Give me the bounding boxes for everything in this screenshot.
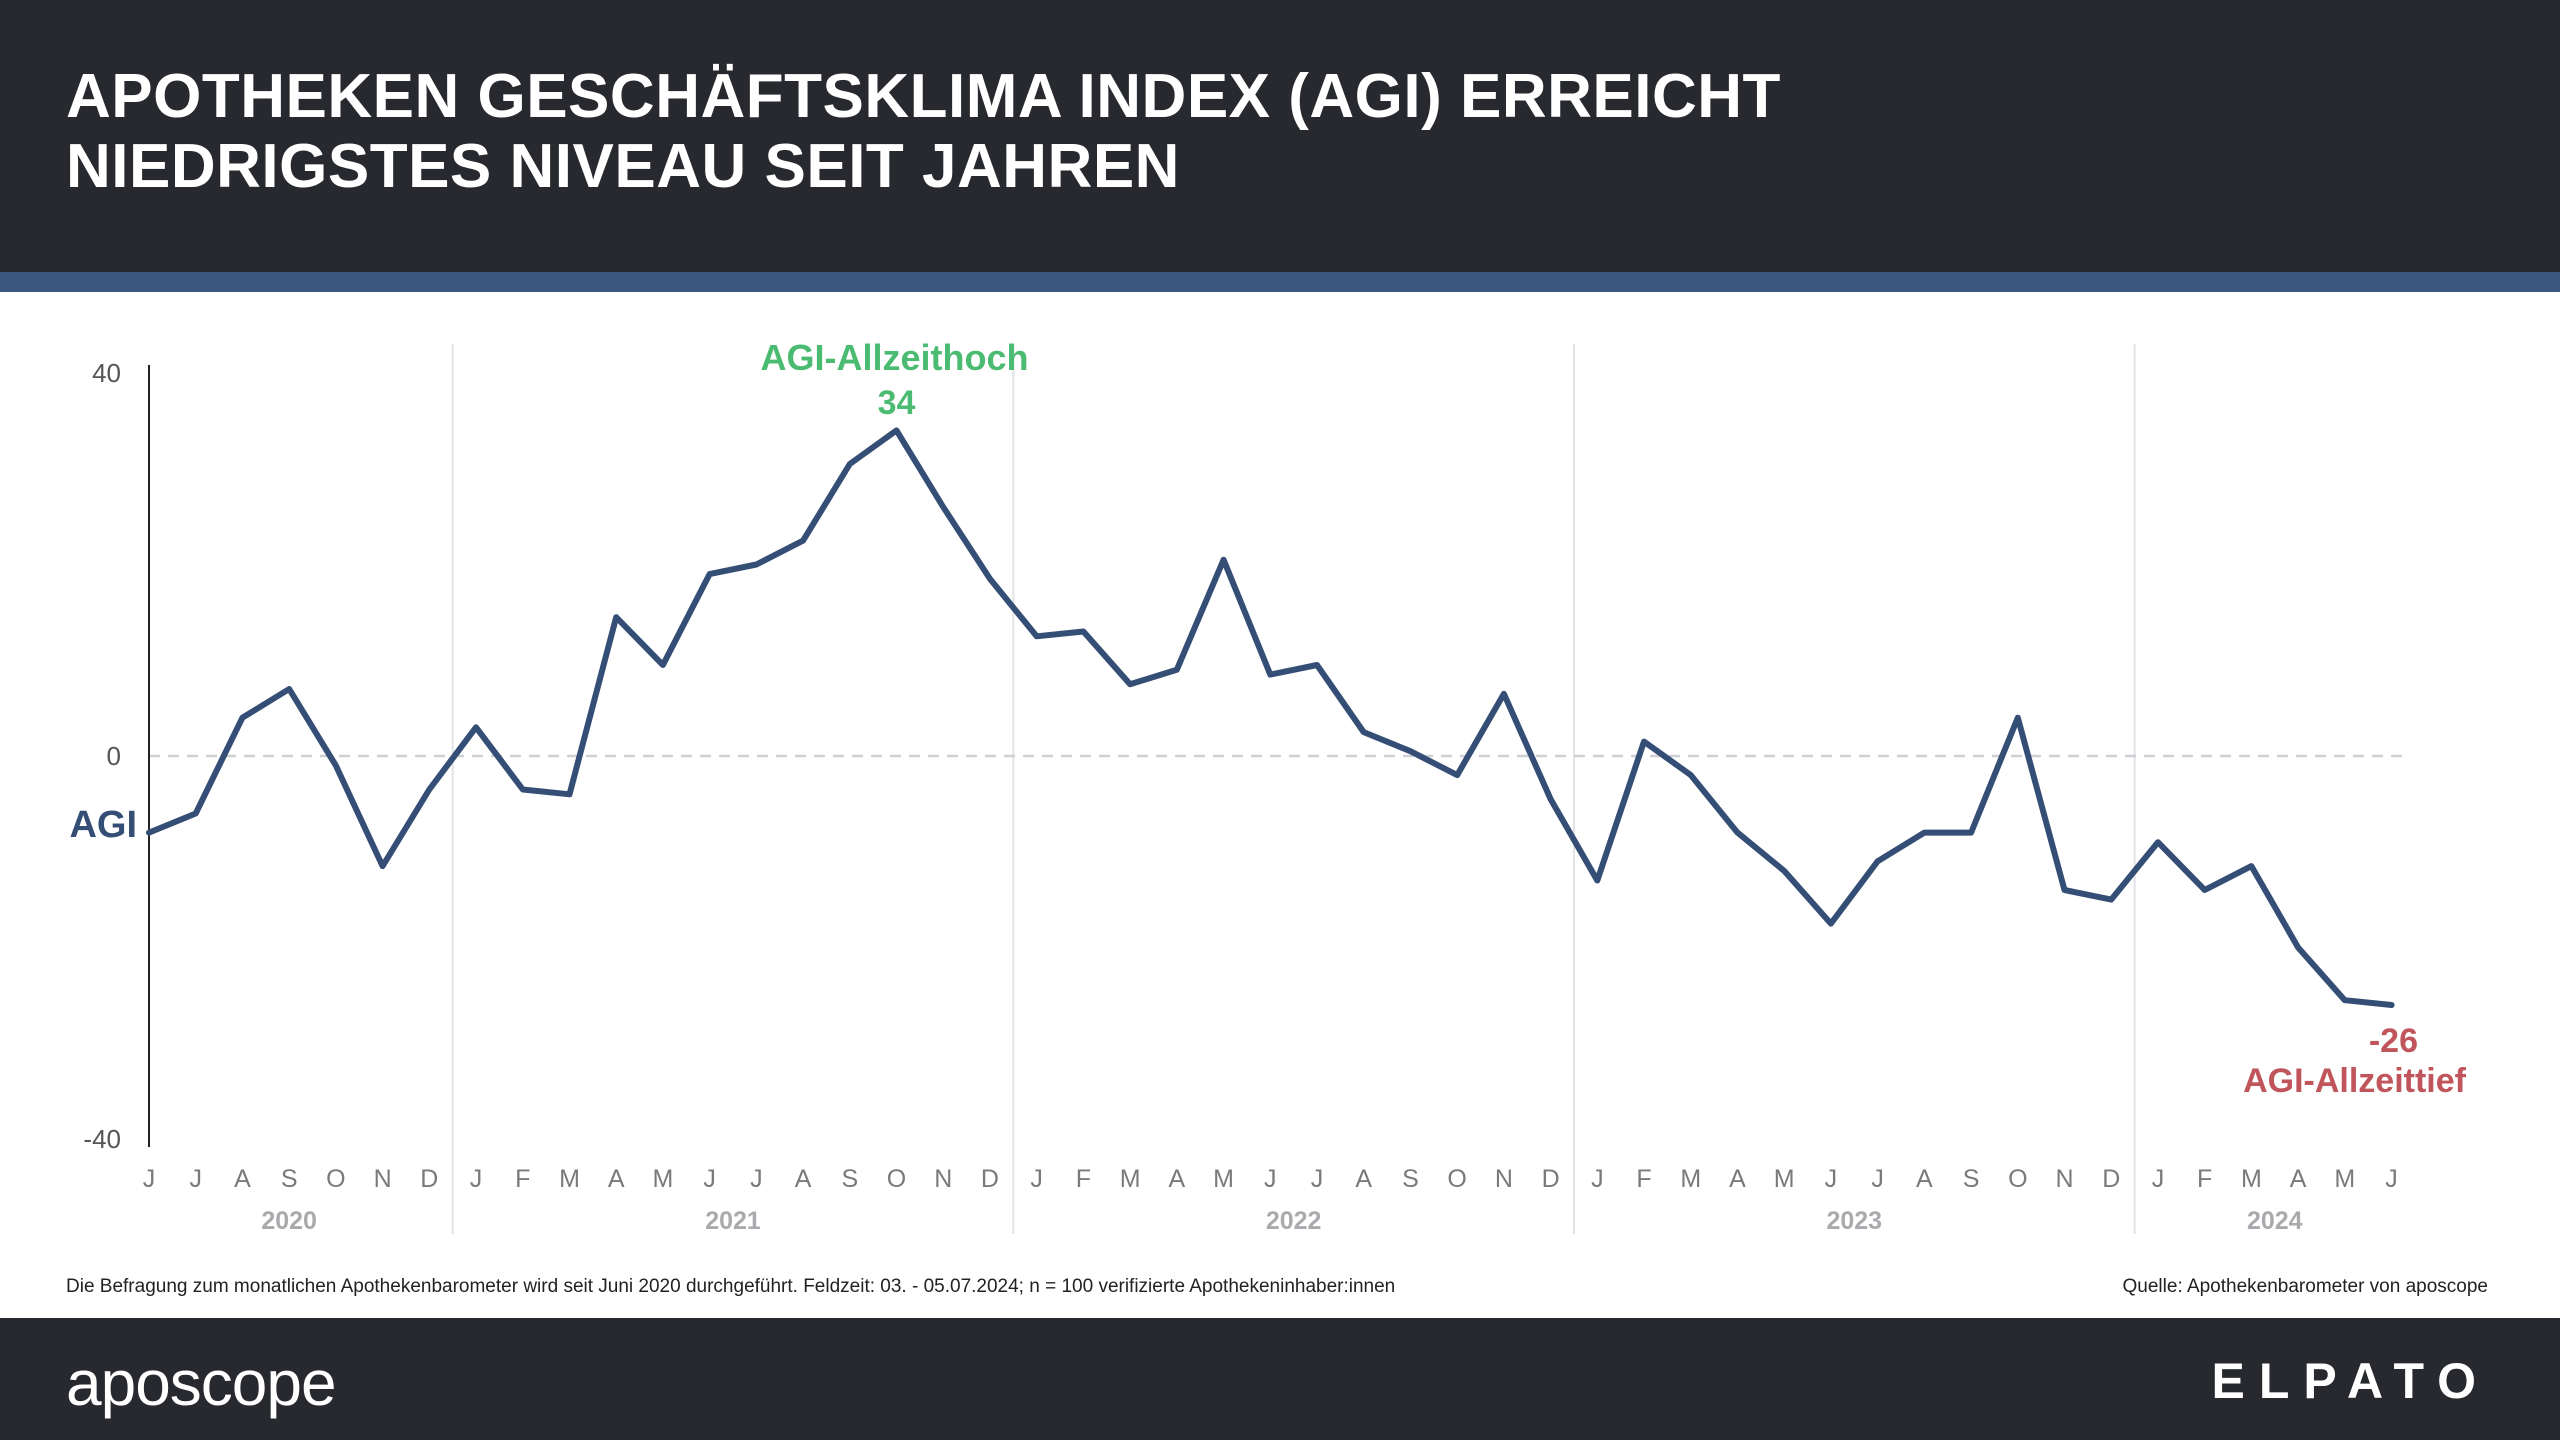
x-year-label: 2020 bbox=[261, 1207, 317, 1235]
x-month-label: S bbox=[1402, 1165, 1419, 1193]
x-month-label: J bbox=[1030, 1165, 1043, 1193]
x-month-label: D bbox=[1542, 1165, 1560, 1193]
x-month-label: S bbox=[281, 1165, 298, 1193]
x-year-label: 2023 bbox=[1826, 1207, 1882, 1235]
y-tick-label: 0 bbox=[107, 741, 121, 771]
x-month-label: M bbox=[1120, 1165, 1141, 1193]
all-time-low-value: -26 bbox=[2369, 1022, 2418, 1060]
x-month-label: J bbox=[703, 1165, 716, 1193]
x-month-label: A bbox=[234, 1165, 251, 1193]
x-month-label: N bbox=[374, 1165, 392, 1193]
x-month-label: N bbox=[934, 1165, 952, 1193]
elpato-logo: ELPATO bbox=[2211, 1353, 2490, 1409]
x-month-label: N bbox=[1495, 1165, 1513, 1193]
x-month-label: F bbox=[1076, 1165, 1091, 1193]
title-line-2: NIEDRIGSTES NIVEAU SEIT JAHREN bbox=[66, 132, 1180, 201]
x-month-label: J bbox=[1871, 1165, 1884, 1193]
header-stripe bbox=[0, 272, 2560, 292]
x-month-label: J bbox=[189, 1165, 202, 1193]
source-note: Quelle: Apothekenbarometer von aposcope bbox=[2122, 1276, 2488, 1297]
x-month-label: A bbox=[1729, 1165, 1746, 1193]
x-month-label: O bbox=[887, 1165, 906, 1193]
x-month-label: D bbox=[2102, 1165, 2120, 1193]
x-month-label: D bbox=[981, 1165, 999, 1193]
x-year-label: 2021 bbox=[705, 1207, 761, 1235]
all-time-high-value: 34 bbox=[878, 384, 916, 422]
x-year-label: 2022 bbox=[1266, 1207, 1322, 1235]
footer-bar bbox=[0, 1318, 2560, 1440]
x-month-label: M bbox=[1774, 1165, 1795, 1193]
x-month-label: J bbox=[1264, 1165, 1277, 1193]
x-month-label: M bbox=[1680, 1165, 1701, 1193]
x-month-label: F bbox=[2197, 1165, 2212, 1193]
x-year-label: 2024 bbox=[2247, 1207, 2303, 1235]
footnote: Die Befragung zum monatlichen Apothekenb… bbox=[66, 1276, 1396, 1297]
x-month-label: M bbox=[2241, 1165, 2262, 1193]
x-month-label: J bbox=[143, 1165, 156, 1193]
agi-series-line bbox=[146, 427, 2395, 1008]
x-month-label: A bbox=[795, 1165, 812, 1193]
x-month-label: D bbox=[420, 1165, 438, 1193]
x-month-label: M bbox=[1213, 1165, 1234, 1193]
y-tick-label: 40 bbox=[92, 358, 121, 388]
x-month-label: J bbox=[1825, 1165, 1838, 1193]
y-tick-label: -40 bbox=[83, 1124, 121, 1154]
x-month-label: J bbox=[2152, 1165, 2165, 1193]
x-month-label: S bbox=[841, 1165, 858, 1193]
x-month-label: M bbox=[2334, 1165, 2355, 1193]
x-month-label: F bbox=[1636, 1165, 1651, 1193]
x-month-label: O bbox=[326, 1165, 345, 1193]
page-title: APOTHEKEN GESCHÄFTSKLIMA INDEX (AGI) ERR… bbox=[66, 62, 2166, 202]
agi-series-label: AGI bbox=[69, 804, 137, 846]
y-tick-labels: 40 0 -40 bbox=[83, 358, 121, 1154]
x-month-label: O bbox=[1447, 1165, 1466, 1193]
x-month-label: A bbox=[1916, 1165, 1933, 1193]
x-month-label: M bbox=[559, 1165, 580, 1193]
x-month-label: J bbox=[470, 1165, 483, 1193]
x-year-labels: 2020 2021 2022 2023 2024 bbox=[261, 1207, 2302, 1235]
x-month-label: A bbox=[2290, 1165, 2307, 1193]
x-month-label: A bbox=[1168, 1165, 1185, 1193]
x-month-label: J bbox=[750, 1165, 763, 1193]
header-bar bbox=[0, 0, 2560, 272]
title-line-1: APOTHEKEN GESCHÄFTSKLIMA INDEX (AGI) ERR… bbox=[66, 62, 1781, 131]
aposcope-logo: aposcope bbox=[66, 1347, 337, 1419]
x-month-label: F bbox=[515, 1165, 530, 1193]
year-dividers bbox=[451, 344, 2136, 1234]
all-time-high-label: AGI-Allzeithoch bbox=[761, 337, 1029, 378]
x-month-label: A bbox=[1355, 1165, 1372, 1193]
all-time-low-label: AGI-Allzeittief bbox=[2243, 1062, 2467, 1100]
x-month-label: J bbox=[1591, 1165, 1604, 1193]
x-month-label: O bbox=[2008, 1165, 2027, 1193]
x-month-label: J bbox=[1311, 1165, 1324, 1193]
x-month-label: S bbox=[1963, 1165, 1980, 1193]
x-month-label: A bbox=[608, 1165, 625, 1193]
x-month-label: M bbox=[653, 1165, 674, 1193]
x-month-label: N bbox=[2055, 1165, 2073, 1193]
x-month-label: J bbox=[2385, 1165, 2398, 1193]
